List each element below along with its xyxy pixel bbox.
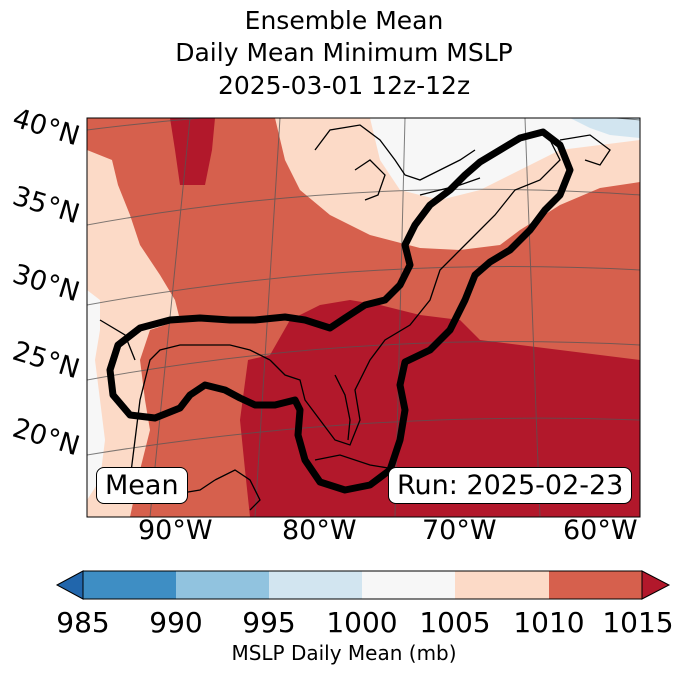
map-frame bbox=[86, 117, 641, 518]
colorbar-tick-990: 990 bbox=[149, 606, 203, 639]
ensemble-contour bbox=[106, 128, 574, 494]
colorbar-tick-1010: 1010 bbox=[513, 606, 585, 639]
colorbar-label: MSLP Daily Mean (mb) bbox=[231, 641, 457, 665]
colorbar-over-arrow bbox=[641, 570, 671, 600]
colorbar-seg-985 bbox=[83, 571, 176, 599]
colorbar-tick-1005: 1005 bbox=[419, 606, 491, 639]
title-line-1: Ensemble Mean bbox=[244, 6, 444, 35]
lon-label-90: 90°W bbox=[138, 515, 213, 546]
colorbar-seg-1005 bbox=[455, 571, 549, 599]
colorbar-tick-995: 995 bbox=[242, 606, 296, 639]
field-1015-core bbox=[240, 300, 640, 517]
lon-label-70: 70°W bbox=[422, 515, 497, 546]
field-1000-west bbox=[87, 290, 105, 500]
mean-label-box: Mean bbox=[96, 467, 188, 504]
colorbar-seg-1000 bbox=[362, 571, 455, 599]
colorbar-tick-1000: 1000 bbox=[326, 606, 398, 639]
lon-label-60: 60°W bbox=[563, 515, 638, 546]
title-line-2: Daily Mean Minimum MSLP bbox=[175, 38, 513, 67]
field-1015-north bbox=[170, 118, 215, 185]
lon-label-80: 80°W bbox=[282, 515, 357, 546]
colorbar-seg-1010 bbox=[549, 571, 642, 599]
run-date-box: Run: 2025-02-23 bbox=[388, 467, 633, 504]
colorbar-tick-985: 985 bbox=[56, 606, 110, 639]
title-line-3: 2025-03-01 12z-12z bbox=[217, 71, 471, 100]
colorbar-tick-1015: 1015 bbox=[602, 606, 674, 639]
colorbar-seg-995 bbox=[269, 571, 362, 599]
colorbar-under-arrow bbox=[55, 570, 84, 600]
field-995-corner bbox=[570, 118, 640, 138]
colorbar-seg-990 bbox=[176, 571, 269, 599]
